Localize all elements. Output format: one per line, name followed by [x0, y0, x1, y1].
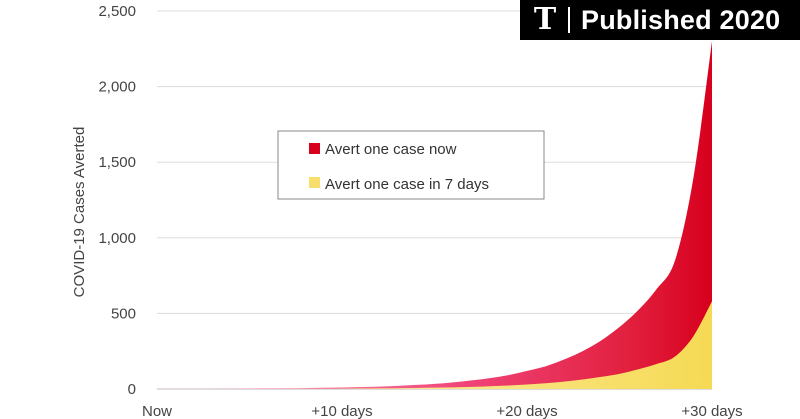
- published-label: Published 2020: [581, 4, 781, 35]
- legend: Avert one case now Avert one case in 7 d…: [277, 130, 545, 200]
- badge-divider: [568, 7, 570, 33]
- y-tick-label: 0: [128, 381, 136, 398]
- x-axis: Now +10 days +20 days +30 days: [142, 403, 743, 419]
- y-tick-label: 2,500: [98, 3, 136, 20]
- series-areas: [157, 41, 712, 390]
- series-area-avert-now: [157, 41, 712, 390]
- y-axis: 0 500 1,000 1,500 2,000 2,500: [98, 3, 136, 398]
- x-tick-label: +20 days: [496, 403, 557, 419]
- y-tick-label: 1,500: [98, 154, 136, 171]
- legend-swatch-now: [309, 143, 320, 154]
- y-tick-label: 1,000: [98, 230, 136, 247]
- y-tick-label: 500: [111, 305, 136, 322]
- x-tick-label: Now: [142, 403, 172, 419]
- y-axis-title: COVID-19 Cases Averted: [71, 127, 88, 298]
- legend-label-7days: Avert one case in 7 days: [325, 176, 489, 193]
- nyt-logo-icon: T: [533, 2, 557, 37]
- legend-swatch-7days: [309, 177, 320, 188]
- x-tick-label: +10 days: [311, 403, 372, 419]
- series-area-avert-7-days: [157, 301, 712, 389]
- y-tick-label: 2,000: [98, 79, 136, 96]
- x-tick-label: +30 days: [681, 403, 742, 419]
- published-badge: T Published 2020: [520, 0, 800, 40]
- legend-box: [277, 130, 545, 200]
- legend-label-now: Avert one case now: [325, 141, 457, 158]
